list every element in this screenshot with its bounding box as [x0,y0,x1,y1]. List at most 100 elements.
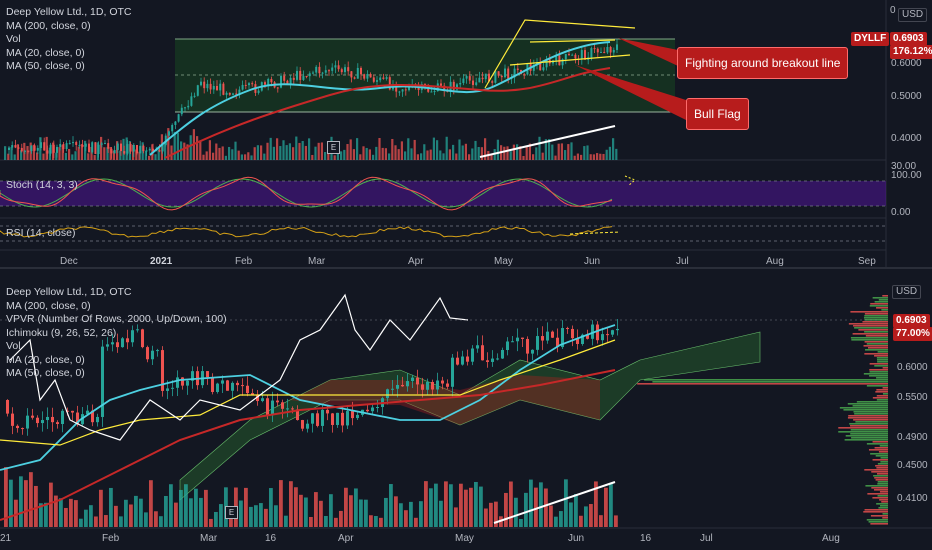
candle-body [88,143,90,153]
volume-bar [154,154,157,160]
stoch-arrow [624,175,636,187]
vpvr-bar [866,385,888,387]
volume-bar [100,136,103,160]
candle-body [121,338,124,348]
volume-bar [356,138,359,160]
volume-bar [444,481,448,527]
legend-symbol: Deep Yellow Ltd., 1D, OTC [6,6,132,18]
candle-body [486,360,489,362]
candle-body [241,385,244,387]
volume-bar [212,152,215,160]
candle-body [451,357,454,387]
volume-bar [604,487,608,527]
candle-body [292,77,295,80]
candle-body [209,83,212,90]
vpvr-bar [864,509,888,511]
candle-body [551,331,554,338]
candle-body [206,83,209,89]
candle-body [312,72,314,74]
volume-bar [564,479,568,527]
volume-bar [167,128,170,160]
candle-body [231,382,234,391]
volume-bar [399,503,403,527]
volume-bar [461,145,464,160]
legend-vol: Vol [6,33,21,45]
volume-bar [384,497,388,527]
volume-bar [254,505,258,527]
volume-bar [512,144,515,160]
volume-bar [132,144,135,160]
candle-body [11,413,14,426]
volume-bar [284,515,288,527]
volume-bar [573,155,576,160]
candle-body [516,68,519,70]
candle-body [139,145,142,154]
earnings-badge-bottom[interactable]: E [225,506,238,519]
volume-bar [589,154,592,160]
currency-badge-bottom[interactable]: USD [892,285,922,299]
vpvr-bar [838,431,888,433]
candle-body [468,76,471,81]
volume-bar [368,149,371,160]
volume-bar [170,145,173,160]
volume-bar [39,503,43,527]
candle-body [532,65,535,71]
candle-body [17,147,20,149]
vpvr-bar [863,317,888,319]
candle-body [187,105,190,108]
candle-body [94,142,97,154]
vpvr-bar [880,505,888,507]
volume-bar [186,144,189,160]
candle-body [251,83,254,85]
vpvr-bar [879,499,888,501]
candle-body [611,330,614,335]
candle-body [350,71,353,78]
candle-body [456,84,458,90]
candle-body [271,400,274,416]
candle-body [546,331,549,341]
vpvr-bar [839,407,888,409]
vpvr-bar [850,429,888,431]
volume-bar [484,138,487,160]
volume-bar [173,131,176,160]
candle-body [191,371,194,381]
ichimoku-kijun [0,339,616,446]
volume-bar [250,155,253,160]
volume-bar [439,500,443,527]
volume-bar [202,154,205,160]
volume-bar [409,501,413,527]
volume-bar [276,138,279,160]
vpvr-bar [869,369,888,371]
candle-body [280,75,282,88]
vpvr-bar [877,481,888,483]
volume-bar [32,144,35,160]
vpvr-bar [869,375,888,377]
currency-badge-top[interactable]: USD [898,8,928,22]
volume-bar [26,146,29,160]
volume-bar [554,516,558,527]
volume-bar [74,500,78,527]
candle-body [276,400,279,403]
volume-bar [61,145,64,160]
candle-body [256,395,259,402]
vpvr-bar [848,323,888,325]
volume-bar [557,143,560,160]
candle-body [431,381,434,390]
candle-body [616,44,618,50]
volume-bar [541,152,544,160]
earnings-badge-top[interactable]: E [327,141,340,154]
candle-body [33,145,36,151]
volume-bar [169,484,173,527]
vpvr-bar [877,483,888,485]
candle-body [171,387,174,389]
volume-bar [477,147,480,160]
volume-bar [548,139,551,160]
volume-bar [559,511,563,527]
vpvr-bar [876,503,888,505]
volume-bar [336,152,339,160]
candle-body [221,380,224,384]
volume-bar [317,142,320,160]
candle-body [111,342,114,345]
candle-body [186,380,189,386]
